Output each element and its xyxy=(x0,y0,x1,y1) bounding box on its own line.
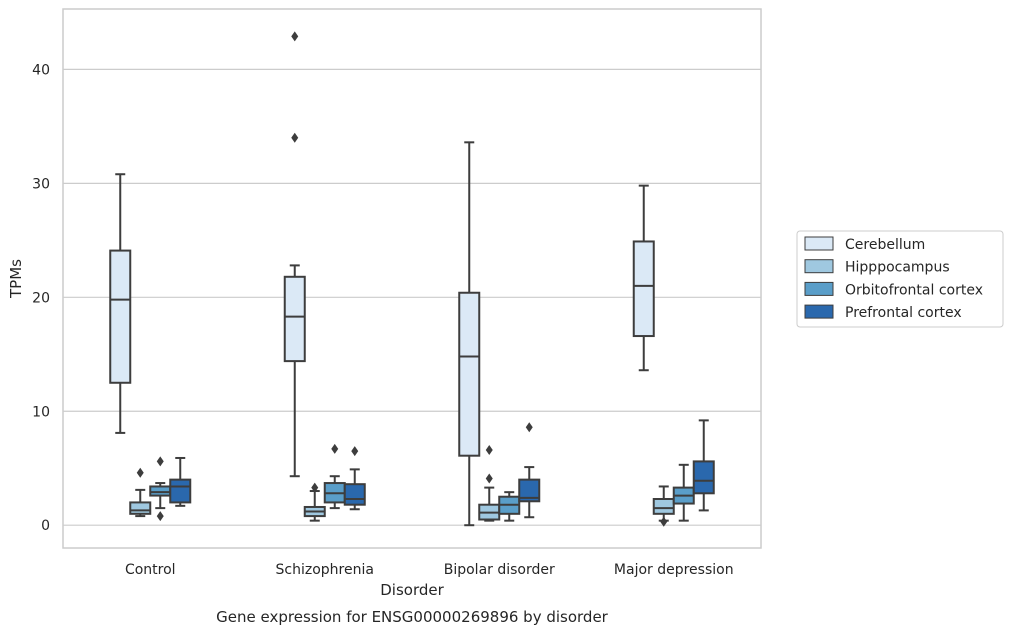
box-hipppocampus xyxy=(652,485,675,527)
box-orbitofrontal-cortex xyxy=(149,456,172,522)
y-tick-label: 20 xyxy=(32,290,50,306)
box-cerebellum xyxy=(283,31,306,478)
x-tick-label: Schizophrenia xyxy=(276,562,374,578)
legend-label: Orbitofrontal cortex xyxy=(845,282,983,298)
y-tick-label: 40 xyxy=(32,62,50,78)
box-prefrontal-cortex xyxy=(692,419,715,512)
box-iqr xyxy=(283,275,306,363)
legend-swatch xyxy=(804,281,834,296)
outlier-point xyxy=(331,443,339,454)
outlier-point xyxy=(311,482,319,493)
legend-swatch xyxy=(804,259,834,274)
box-hipppocampus xyxy=(129,467,152,518)
box-iqr xyxy=(169,478,192,504)
outlier-point xyxy=(156,456,164,467)
box-hipppocampus xyxy=(478,445,501,522)
outlier-point xyxy=(485,473,493,484)
y-axis: 0 10 20 30 40 xyxy=(32,62,50,534)
box-iqr xyxy=(518,478,541,503)
box-prefrontal-cortex xyxy=(518,422,541,519)
box-orbitofrontal-cortex xyxy=(323,443,346,510)
box-prefrontal-cortex xyxy=(169,456,192,507)
box-iqr xyxy=(343,483,366,506)
legend-label: Hipppocampus xyxy=(845,260,950,276)
legend-swatch xyxy=(804,304,834,319)
x-tick-label: Major depression xyxy=(614,562,734,578)
outlier-point xyxy=(660,516,668,527)
legend-swatch xyxy=(804,236,834,251)
gridlines xyxy=(63,68,761,526)
legend-label: Prefrontal cortex xyxy=(845,305,962,321)
box-cerebellum xyxy=(109,173,132,434)
outlier-point xyxy=(156,511,164,522)
box-iqr xyxy=(632,240,655,338)
box-orbitofrontal-cortex xyxy=(672,463,695,522)
box-cerebellum xyxy=(632,184,655,372)
outlier-point xyxy=(485,445,493,455)
plot-area xyxy=(109,31,715,527)
box-hipppocampus xyxy=(303,482,326,522)
outlier-point xyxy=(291,31,299,42)
outlier-point xyxy=(351,446,359,457)
y-axis-label: TPMs xyxy=(7,259,25,299)
box-iqr xyxy=(149,485,172,497)
box-iqr xyxy=(458,291,481,457)
box-prefrontal-cortex xyxy=(343,446,366,511)
y-tick-label: 10 xyxy=(32,404,50,420)
y-tick-label: 30 xyxy=(32,176,50,192)
legend: Cerebellum Hipppocampus Orbitofrontal cort… xyxy=(796,230,1004,328)
outlier-point xyxy=(291,132,299,143)
chart-caption: Gene expression for ENSG00000269896 by d… xyxy=(216,608,609,626)
plot-frame xyxy=(62,8,762,549)
x-axis: Control Schizophrenia Bipolar disorder Majo… xyxy=(125,562,734,578)
box-iqr xyxy=(652,498,675,515)
box-orbitofrontal-cortex xyxy=(498,491,521,522)
x-tick-label: Bipolar disorder xyxy=(444,562,555,578)
outlier-point xyxy=(136,467,144,478)
box-cerebellum xyxy=(458,141,481,527)
x-axis-label: Disorder xyxy=(380,581,444,599)
outlier-point xyxy=(525,422,533,433)
x-tick-label: Control xyxy=(125,562,176,578)
box-iqr xyxy=(109,249,132,384)
box-iqr xyxy=(129,501,152,515)
legend-frame xyxy=(796,230,1004,328)
y-tick-label: 0 xyxy=(41,518,50,534)
box-iqr xyxy=(692,460,715,495)
legend-label: Cerebellum xyxy=(845,237,925,253)
